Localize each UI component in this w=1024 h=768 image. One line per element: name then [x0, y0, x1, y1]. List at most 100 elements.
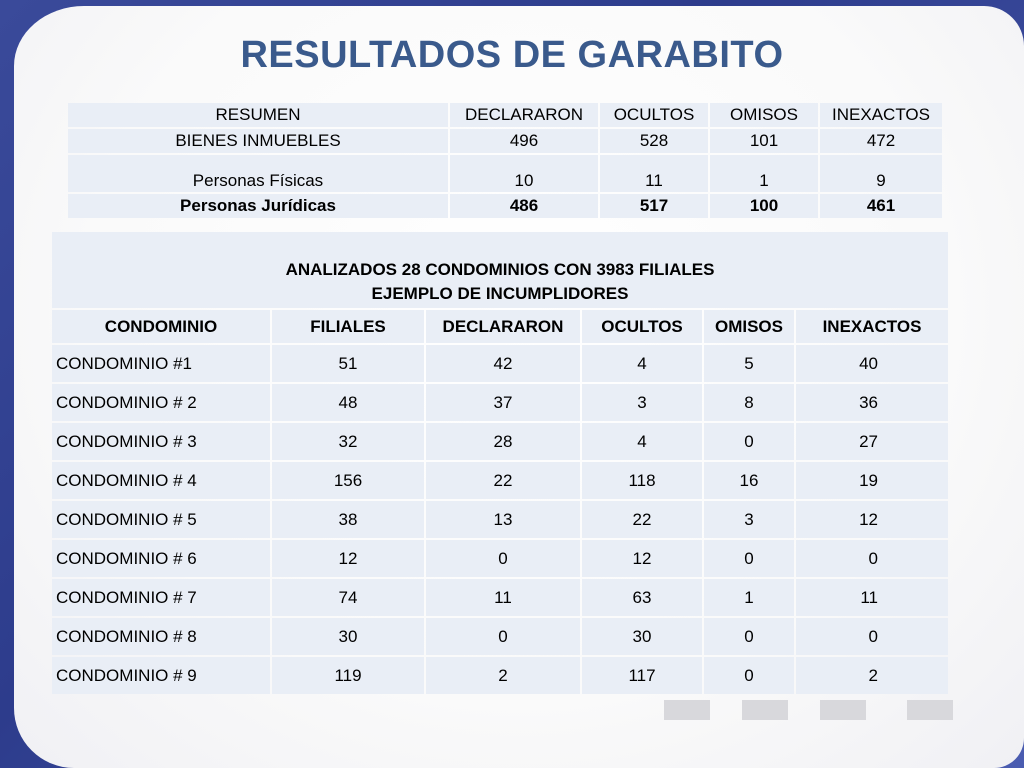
summary-row: Personas Jurídicas 486 517 100 461 [68, 194, 942, 218]
summary-cell: Personas Jurídicas [68, 194, 448, 218]
condominium-value-cell: 8 [704, 384, 794, 421]
condominium-header-cell: OMISOS [704, 310, 794, 343]
condominium-header-row: CONDOMINIO FILIALES DECLARARON OCULTOS O… [52, 310, 948, 343]
summary-cell: 9 [820, 155, 942, 192]
condominium-value-cell: 22 [426, 462, 580, 499]
caption-line-1: ANALIZADOS 28 CONDOMINIOS CON 3983 FILIA… [285, 260, 715, 279]
condominium-value-cell: 22 [582, 501, 702, 538]
condominium-value-cell: 0 [796, 540, 948, 577]
summary-cell: 528 [600, 129, 708, 153]
condominium-value-cell: 40 [796, 345, 948, 382]
condominium-value-cell: 4 [582, 423, 702, 460]
condominium-value-cell: 0 [796, 618, 948, 655]
summary-cell: 100 [710, 194, 818, 218]
condominium-header-cell: INEXACTOS [796, 310, 948, 343]
condominium-value-cell: 74 [272, 579, 424, 616]
summary-cell: 517 [600, 194, 708, 218]
summary-cell: 101 [710, 129, 818, 153]
summary-header-row: RESUMEN DECLARARON OCULTOS OMISOS INEXAC… [68, 103, 942, 127]
summary-header-cell: DECLARARON [450, 103, 598, 127]
decorative-block [907, 700, 953, 720]
condominium-value-cell: 0 [704, 540, 794, 577]
condominium-value-cell: 63 [582, 579, 702, 616]
condominium-name-cell: CONDOMINIO # 9 [52, 657, 270, 694]
condominium-value-cell: 0 [704, 657, 794, 694]
summary-cell: Personas Físicas [68, 155, 448, 192]
condominium-name-cell: CONDOMINIO # 4 [52, 462, 270, 499]
condominium-value-cell: 156 [272, 462, 424, 499]
summary-cell: 11 [600, 155, 708, 192]
condominium-value-cell: 5 [704, 345, 794, 382]
summary-header-cell: INEXACTOS [820, 103, 942, 127]
condominium-value-cell: 19 [796, 462, 948, 499]
condominium-value-cell: 30 [582, 618, 702, 655]
condominium-value-cell: 1 [704, 579, 794, 616]
condominium-value-cell: 36 [796, 384, 948, 421]
condominium-value-cell: 11 [426, 579, 580, 616]
condominium-value-cell: 3 [704, 501, 794, 538]
condominium-value-cell: 0 [704, 618, 794, 655]
condominium-value-cell: 4 [582, 345, 702, 382]
summary-row: Personas Físicas 10 11 1 9 [68, 155, 942, 192]
condominium-caption-row: ANALIZADOS 28 CONDOMINIOS CON 3983 FILIA… [52, 232, 948, 308]
condominium-caption: ANALIZADOS 28 CONDOMINIOS CON 3983 FILIA… [52, 232, 948, 308]
condominium-value-cell: 51 [272, 345, 424, 382]
summary-cell: 496 [450, 129, 598, 153]
table-row: CONDOMINIO # 6 12 0 12 0 0 [52, 540, 948, 577]
condominium-value-cell: 32 [272, 423, 424, 460]
summary-cell: 461 [820, 194, 942, 218]
condominium-value-cell: 2 [426, 657, 580, 694]
condominium-value-cell: 13 [426, 501, 580, 538]
condominium-value-cell: 0 [426, 618, 580, 655]
summary-row: BIENES INMUEBLES 496 528 101 472 [68, 129, 942, 153]
table-row: CONDOMINIO # 5 38 13 22 3 12 [52, 501, 948, 538]
condominium-name-cell: CONDOMINIO # 7 [52, 579, 270, 616]
decorative-block [742, 700, 788, 720]
condominium-value-cell: 3 [582, 384, 702, 421]
condominium-header-cell: CONDOMINIO [52, 310, 270, 343]
table-row: CONDOMINIO #1 51 42 4 5 40 [52, 345, 948, 382]
condominium-header-cell: FILIALES [272, 310, 424, 343]
condominium-value-cell: 30 [272, 618, 424, 655]
condominium-value-cell: 16 [704, 462, 794, 499]
summary-table: RESUMEN DECLARARON OCULTOS OMISOS INEXAC… [66, 101, 944, 220]
condominium-value-cell: 42 [426, 345, 580, 382]
condominium-value-cell: 119 [272, 657, 424, 694]
summary-header-cell: OCULTOS [600, 103, 708, 127]
condominium-value-cell: 0 [704, 423, 794, 460]
condominium-name-cell: CONDOMINIO # 2 [52, 384, 270, 421]
summary-cell: 1 [710, 155, 818, 192]
condominium-name-cell: CONDOMINIO # 6 [52, 540, 270, 577]
condominium-table: ANALIZADOS 28 CONDOMINIOS CON 3983 FILIA… [50, 230, 950, 696]
table-row: CONDOMINIO # 7 74 11 63 1 11 [52, 579, 948, 616]
condominium-value-cell: 12 [582, 540, 702, 577]
condominium-value-cell: 37 [426, 384, 580, 421]
summary-cell: 472 [820, 129, 942, 153]
condominium-value-cell: 27 [796, 423, 948, 460]
summary-cell: 486 [450, 194, 598, 218]
summary-header-cell: RESUMEN [68, 103, 448, 127]
decorative-block [820, 700, 866, 720]
condominium-header-cell: OCULTOS [582, 310, 702, 343]
summary-cell: 10 [450, 155, 598, 192]
table-row: CONDOMINIO # 9 119 2 117 0 2 [52, 657, 948, 694]
page-title: RESULTADOS DE GARABITO [240, 34, 784, 76]
condominium-value-cell: 0 [426, 540, 580, 577]
condominium-value-cell: 12 [796, 501, 948, 538]
table-row: CONDOMINIO # 3 32 28 4 0 27 [52, 423, 948, 460]
decorative-block [664, 700, 710, 720]
condominium-name-cell: CONDOMINIO # 3 [52, 423, 270, 460]
condominium-name-cell: CONDOMINIO # 5 [52, 501, 270, 538]
condominium-name-cell: CONDOMINIO #1 [52, 345, 270, 382]
condominium-name-cell: CONDOMINIO # 8 [52, 618, 270, 655]
table-row: CONDOMINIO # 2 48 37 3 8 36 [52, 384, 948, 421]
condominium-value-cell: 11 [796, 579, 948, 616]
summary-header-cell: OMISOS [710, 103, 818, 127]
condominium-value-cell: 38 [272, 501, 424, 538]
summary-cell: BIENES INMUEBLES [68, 129, 448, 153]
table-row: CONDOMINIO # 4 156 22 118 16 19 [52, 462, 948, 499]
condominium-value-cell: 118 [582, 462, 702, 499]
condominium-value-cell: 117 [582, 657, 702, 694]
condominium-value-cell: 12 [272, 540, 424, 577]
condominium-value-cell: 28 [426, 423, 580, 460]
